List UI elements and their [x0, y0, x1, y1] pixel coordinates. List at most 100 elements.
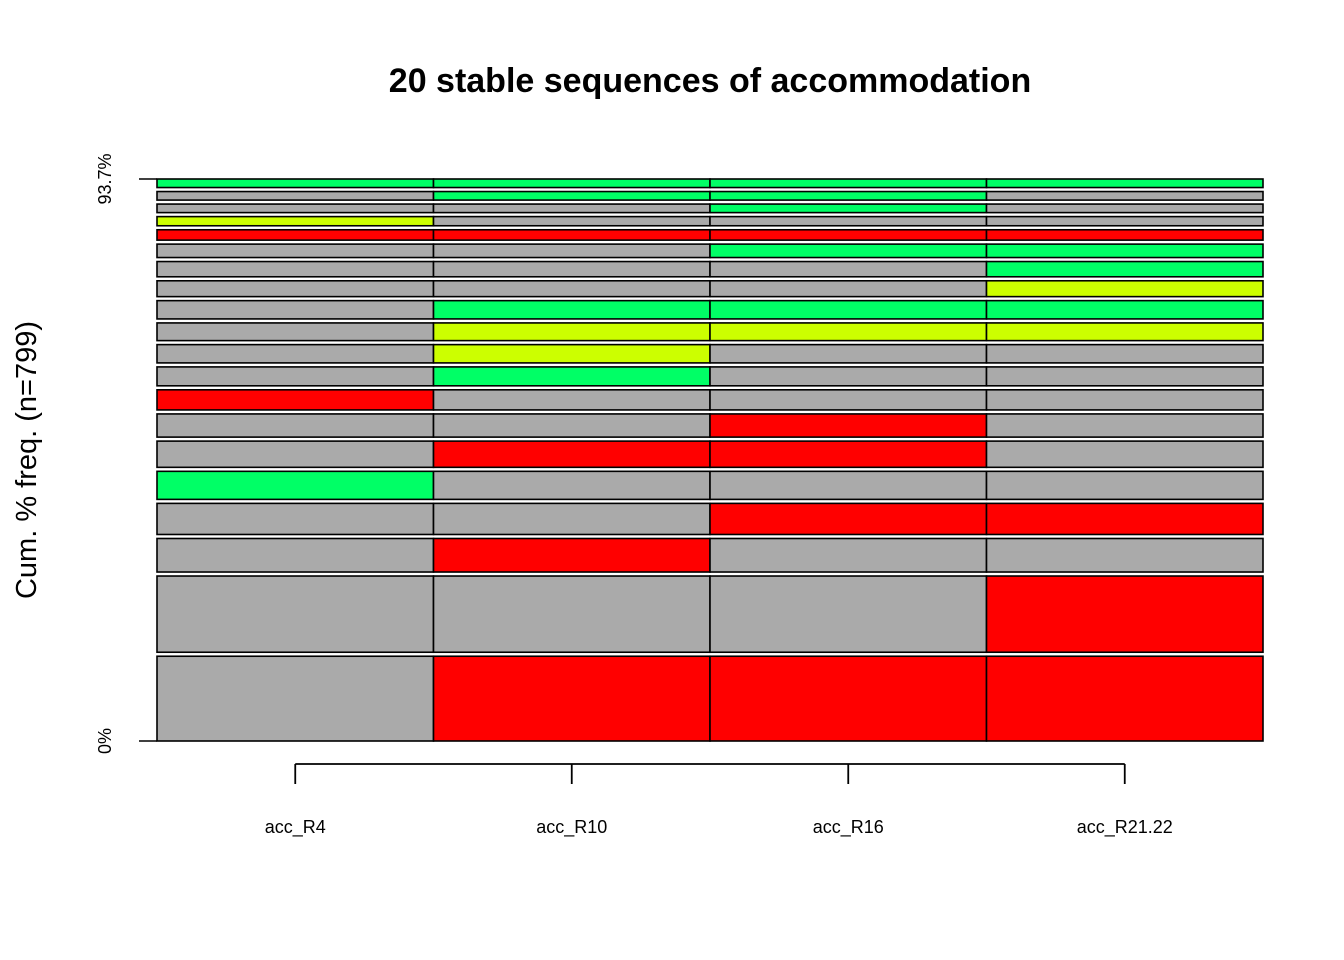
sequence-cell-grey — [709, 279, 988, 298]
sequence-cell-grey — [432, 389, 711, 411]
sequence-cell-green — [985, 243, 1264, 259]
sequence-row — [156, 343, 1264, 364]
sequence-cell-green — [709, 299, 988, 320]
sequence-cell-red — [709, 228, 988, 241]
sequence-cell-red — [432, 655, 711, 742]
sequence-cell-grey — [156, 260, 435, 278]
x-axis: acc_R4 acc_R10 acc_R16 acc_R21.22 — [265, 763, 1173, 838]
sequence-cell-grey — [432, 279, 711, 298]
sequence-row — [156, 389, 1264, 411]
sequence-row — [156, 366, 1264, 387]
sequence-cell-yellow — [709, 322, 988, 342]
sequence-cell-grey — [432, 203, 711, 214]
sequence-cell-grey — [156, 366, 435, 387]
sequence-cell-green — [709, 243, 988, 259]
sequence-cell-grey — [985, 470, 1264, 501]
sequence-cell-red — [985, 655, 1264, 742]
sequence-row — [156, 203, 1264, 214]
sequence-cell-grey — [985, 389, 1264, 411]
sequence-cell-grey — [156, 279, 435, 298]
sequence-row — [156, 322, 1264, 342]
sequence-cell-grey — [156, 299, 435, 320]
chart-title: 20 stable sequences of accommodation — [389, 62, 1031, 100]
sequence-cell-red — [985, 575, 1264, 654]
sequence-cell-grey — [709, 215, 988, 227]
sequence-cell-red — [709, 502, 988, 536]
sequence-cell-grey — [156, 502, 435, 536]
y-axis: 0% 93.7% — [95, 153, 157, 754]
sequence-bars — [156, 178, 1264, 742]
sequence-cell-grey — [985, 537, 1264, 573]
x-tick-label: acc_R10 — [536, 817, 607, 838]
sequence-row — [156, 655, 1264, 742]
sequence-cell-grey — [432, 575, 711, 654]
sequence-cell-grey — [156, 203, 435, 214]
sequence-cell-red — [156, 228, 435, 241]
sequence-row — [156, 440, 1264, 469]
sequence-cell-green — [432, 190, 711, 201]
sequence-cell-grey — [432, 502, 711, 536]
sequence-cell-grey — [156, 413, 435, 438]
sequence-cell-yellow — [432, 343, 711, 364]
sequence-cell-grey — [432, 470, 711, 501]
sequence-cell-yellow — [156, 215, 435, 227]
sequence-cell-red — [709, 440, 988, 469]
sequence-cell-grey — [709, 470, 988, 501]
sequence-cell-green — [709, 178, 988, 189]
sequence-cell-grey — [709, 260, 988, 278]
sequence-row — [156, 575, 1264, 654]
sequence-cell-green — [709, 203, 988, 214]
x-tick-label: acc_R4 — [265, 817, 326, 838]
sequence-cell-grey — [709, 366, 988, 387]
sequence-cell-grey — [432, 215, 711, 227]
sequence-cell-red — [432, 228, 711, 241]
sequence-cell-grey — [432, 243, 711, 259]
sequence-cell-green — [709, 190, 988, 201]
sequence-cell-grey — [985, 215, 1264, 227]
sequence-cell-yellow — [985, 279, 1264, 298]
sequence-cell-red — [156, 389, 435, 411]
y-tick-label: 93.7% — [95, 153, 115, 204]
sequence-cell-red — [709, 413, 988, 438]
sequence-cell-grey — [985, 440, 1264, 469]
sequence-cell-green — [985, 178, 1264, 189]
sequence-row — [156, 215, 1264, 227]
sequence-cell-green — [432, 366, 711, 387]
sequence-row — [156, 279, 1264, 298]
sequence-row — [156, 299, 1264, 320]
sequence-cell-green — [432, 299, 711, 320]
sequence-cell-grey — [156, 243, 435, 259]
sequence-cell-green — [156, 178, 435, 189]
sequence-cell-grey — [156, 537, 435, 573]
x-tick-label: acc_R16 — [813, 817, 884, 838]
sequence-cell-grey — [709, 575, 988, 654]
sequence-cell-grey — [432, 413, 711, 438]
sequence-cell-grey — [156, 575, 435, 654]
sequence-cell-yellow — [432, 322, 711, 342]
sequence-cell-grey — [709, 389, 988, 411]
sequence-cell-grey — [985, 413, 1264, 438]
sequence-cell-grey — [985, 366, 1264, 387]
sequence-cell-red — [985, 502, 1264, 536]
sequence-row — [156, 260, 1264, 278]
y-tick-label: 0% — [95, 728, 115, 754]
sequence-row — [156, 228, 1264, 241]
sequence-cell-green — [985, 260, 1264, 278]
sequence-cell-red — [709, 655, 988, 742]
sequence-row — [156, 537, 1264, 573]
sequence-row — [156, 243, 1264, 259]
sequence-row — [156, 413, 1264, 438]
sequence-cell-green — [432, 178, 711, 189]
sequence-cell-green — [156, 470, 435, 501]
sequence-cell-grey — [709, 343, 988, 364]
sequence-row — [156, 502, 1264, 536]
sequence-cell-grey — [156, 322, 435, 342]
sequence-cell-grey — [985, 190, 1264, 201]
sequence-cell-grey — [156, 190, 435, 201]
sequence-row — [156, 470, 1264, 501]
sequence-cell-red — [432, 440, 711, 469]
x-tick-label: acc_R21.22 — [1077, 817, 1173, 838]
sequence-cell-grey — [985, 203, 1264, 214]
sequence-cell-yellow — [985, 322, 1264, 342]
